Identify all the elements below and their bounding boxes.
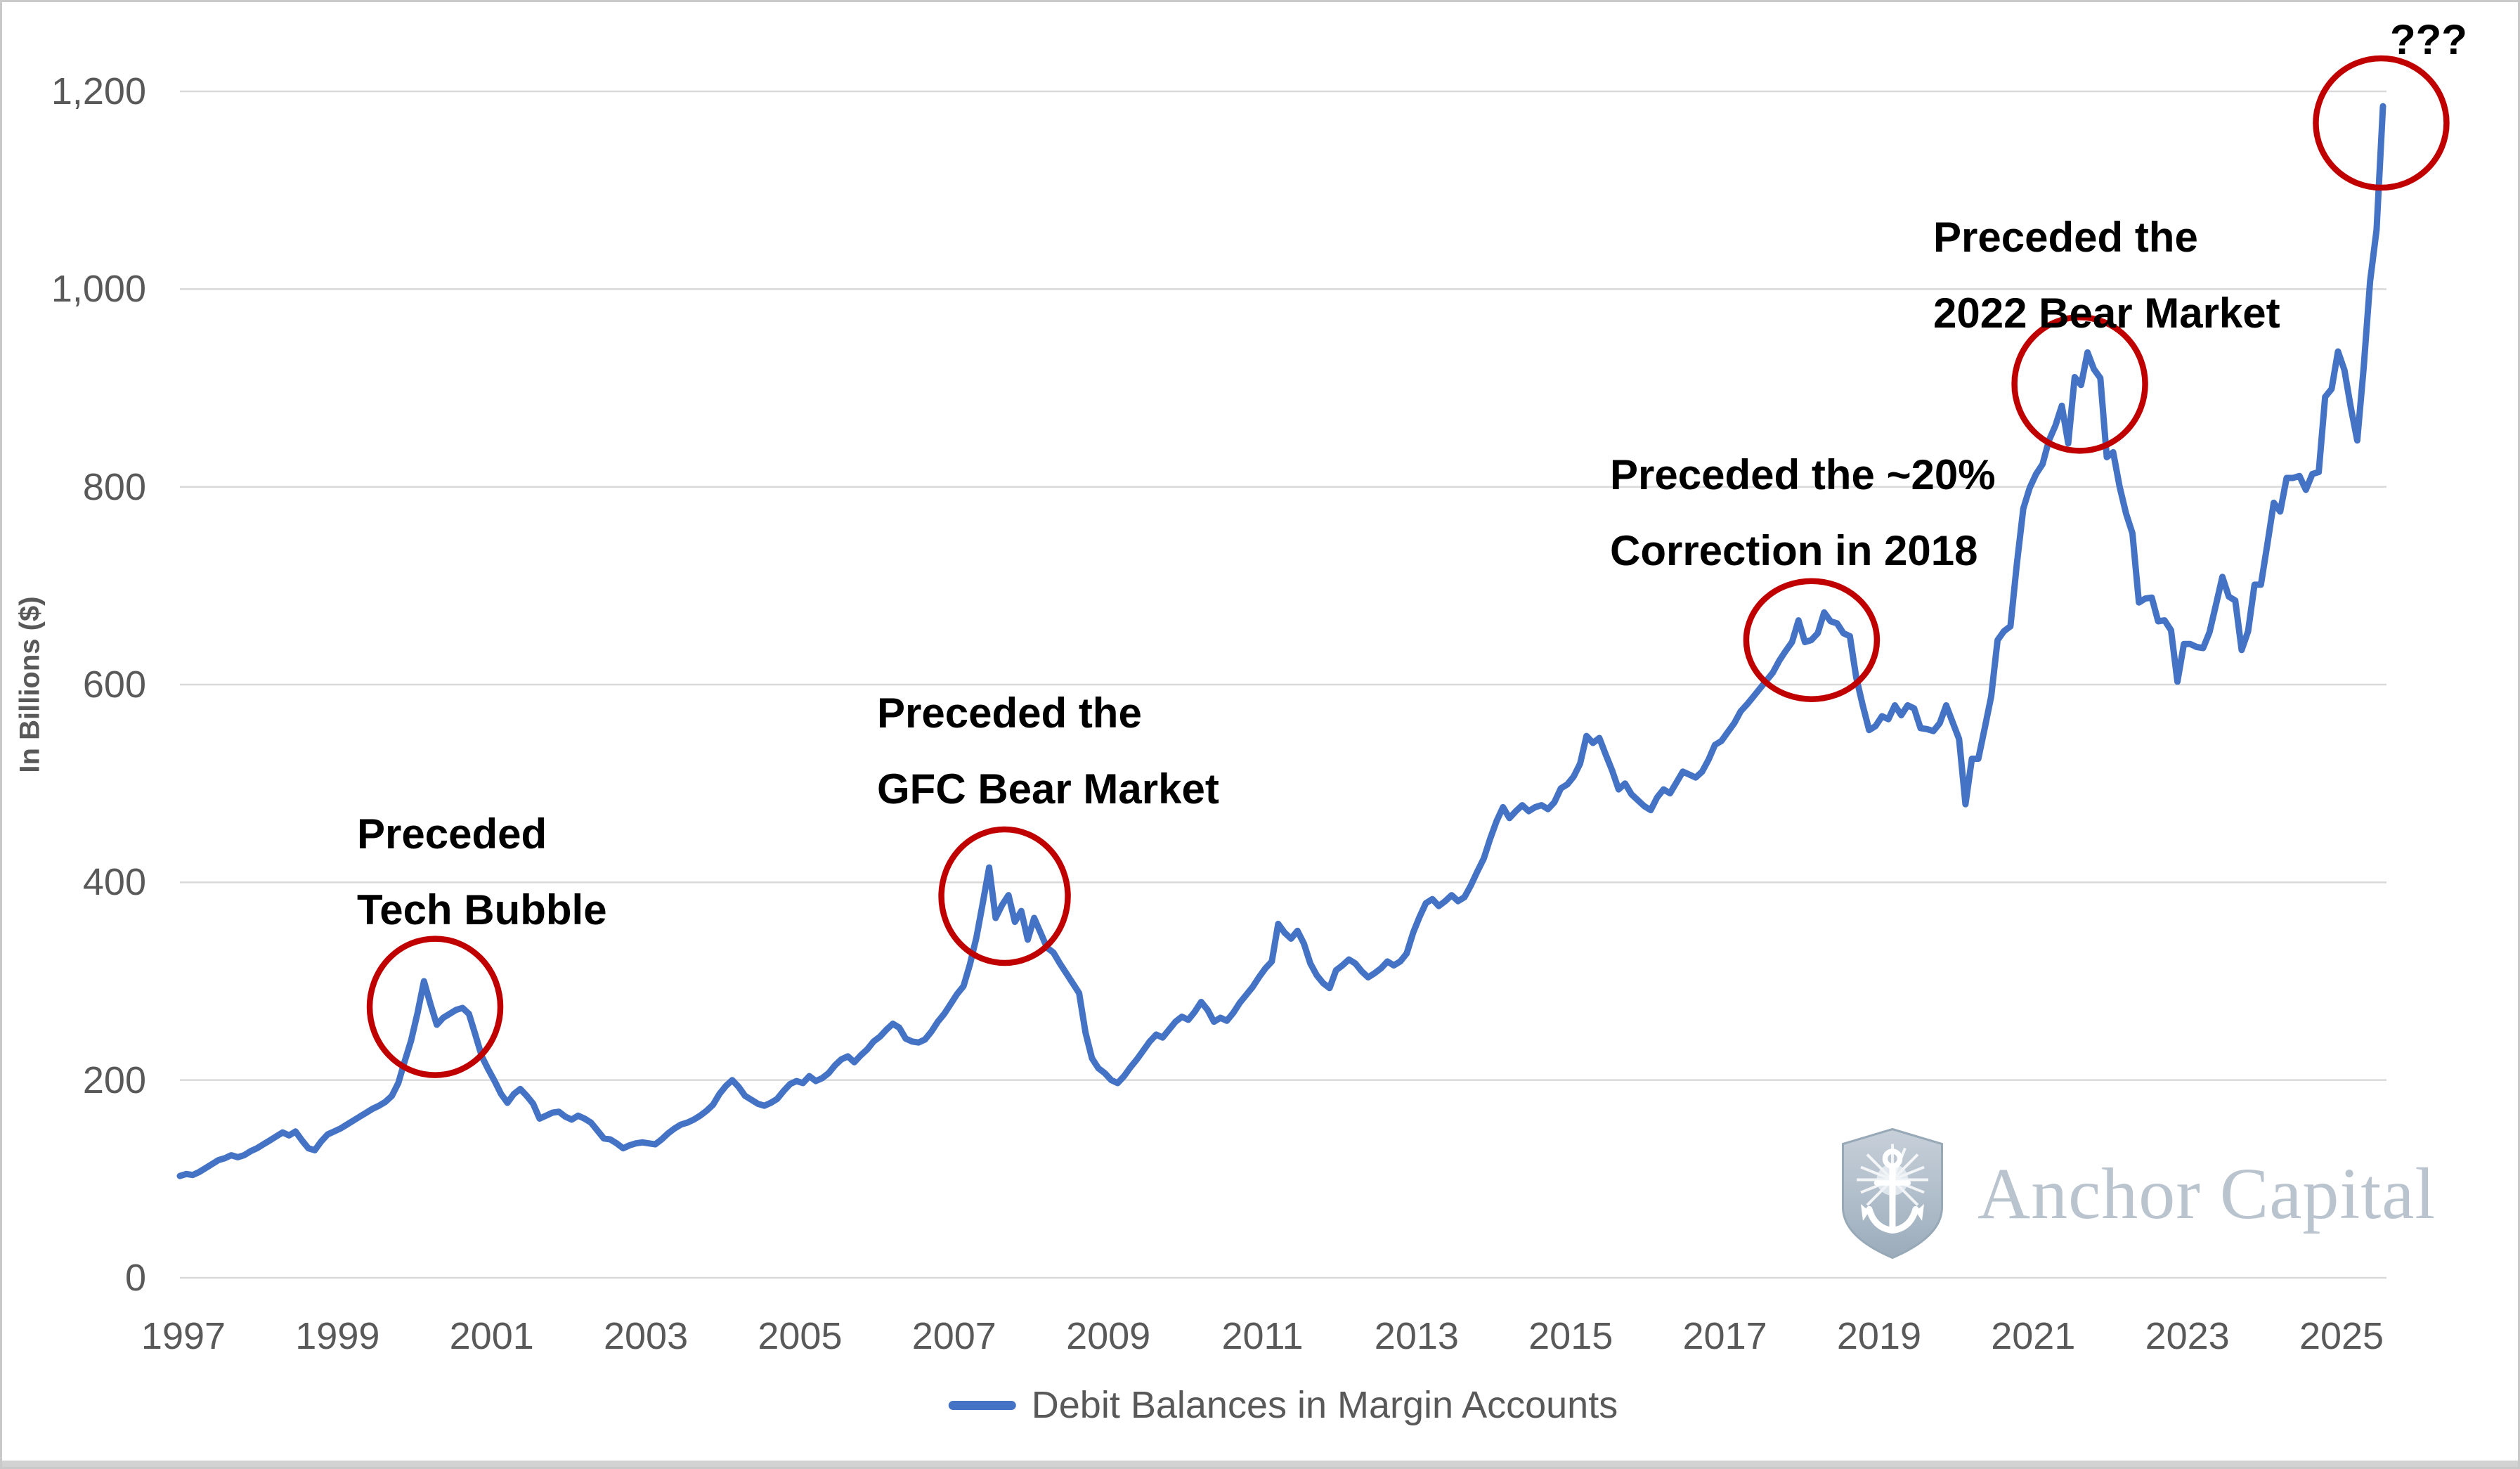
x-tick-label-2025: 2025 [2299,1315,2384,1357]
annotation-correction-2018: Preceded the ~20% Correction in 2018 [1610,437,1996,589]
x-tick-label-2001: 2001 [449,1315,534,1357]
anchor-shield-icon [1842,1127,1943,1260]
annotation-gfc: Preceded the GFC Bear Market [877,675,1219,827]
annotation-tech-bubble-line-2: Tech Bubble [357,886,607,933]
x-tick-label-2009: 2009 [1066,1315,1151,1357]
x-tick-label-2021: 2021 [1991,1315,2076,1357]
annotation-latest-unknown: ??? [2390,2,2467,78]
legend: Debit Balances in Margin Accounts [948,1378,1618,1432]
annotation-bear-2022-line-1: Preceded the [1933,214,2198,261]
x-tick-label-2023: 2023 [2145,1315,2230,1357]
x-tick-label-2007: 2007 [911,1315,996,1357]
annotation-correction-2018-line-1: Preceded the ~20% [1610,451,1996,498]
y-tick-label-1200: 1,200 [51,70,146,112]
y-tick-label-200: 200 [82,1059,146,1101]
x-tick-label-2005: 2005 [758,1315,843,1357]
annotation-latest-unknown-line-1: ??? [2390,16,2467,63]
annotation-tech-bubble: Preceded Tech Bubble [357,796,607,948]
bottom-edge-strip [2,1461,2518,1467]
margin-debt-line-series [176,103,2386,1179]
watermark-brand-text: Anchor Capital [1977,1153,2436,1234]
x-tick-label-2011: 2011 [1221,1315,1304,1357]
highlight-circle-tech-bubble [366,936,504,1078]
x-tick-label-2015: 2015 [1528,1315,1613,1357]
x-tick-label-2003: 2003 [603,1315,689,1357]
x-tick-label-2019: 2019 [1836,1315,1921,1357]
y-tick-label-800: 800 [82,465,146,508]
annotation-gfc-line-2: GFC Bear Market [877,765,1219,813]
y-tick-label-0: 0 [124,1257,146,1299]
annotation-tech-bubble-line-1: Preceded [357,810,547,858]
x-tick-label-1999: 1999 [295,1315,380,1357]
y-tick-label-600: 600 [82,664,146,706]
highlight-circle-correction-2018 [1743,578,1881,702]
x-tick-label-2013: 2013 [1374,1315,1459,1357]
y-tick-label-1000: 1,000 [51,268,146,311]
annotation-bear-2022: Preceded the 2022 Bear Market [1933,200,2280,351]
annotation-bear-2022-line-2: 2022 Bear Market [1933,290,2280,337]
x-tick-label-1997: 1997 [141,1315,226,1357]
legend-line-swatch [948,1400,1016,1410]
highlight-circle-bear-2022 [2011,314,2148,454]
highlight-circle-gfc [938,826,1071,966]
y-tick-label-400: 400 [82,861,146,904]
annotation-gfc-line-1: Preceded the [877,690,1142,737]
legend-series-label: Debit Balances in Margin Accounts [1031,1384,1618,1426]
highlight-circle-latest-unknown [2313,55,2450,191]
x-tick-label-2017: 2017 [1682,1315,1767,1357]
annotation-correction-2018-line-2: Correction in 2018 [1610,527,1978,574]
anchor-capital-watermark: Anchor Capital [1840,1127,2436,1260]
